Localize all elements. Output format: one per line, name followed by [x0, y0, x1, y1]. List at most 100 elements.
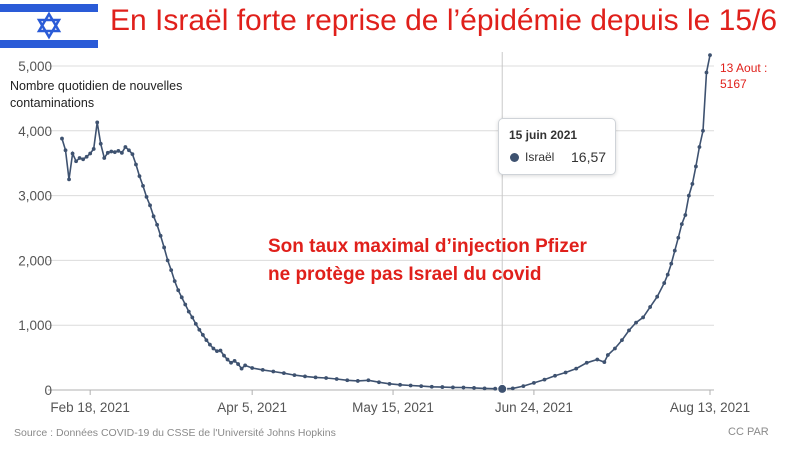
data-point	[169, 268, 174, 273]
y-tick-label: 5,000	[18, 59, 52, 74]
data-point	[704, 70, 709, 75]
data-point	[563, 370, 568, 375]
data-point	[190, 315, 195, 320]
data-point	[144, 194, 149, 199]
data-point	[472, 386, 476, 390]
data-point	[676, 235, 681, 240]
data-point	[123, 145, 128, 149]
data-point	[493, 386, 498, 391]
y-tick-label: 4,000	[18, 124, 52, 139]
data-point	[366, 378, 371, 383]
highlight-point	[497, 383, 508, 394]
grid-lines	[48, 65, 714, 391]
data-point	[648, 305, 653, 309]
data-point	[419, 384, 424, 389]
overlay-line-2: ne protège pas Israel du covid	[268, 264, 542, 285]
data-point	[229, 360, 233, 365]
data-point	[105, 150, 110, 155]
data-point	[482, 386, 487, 391]
data-point	[602, 360, 607, 365]
data-point	[204, 338, 209, 343]
data-point	[119, 150, 124, 155]
page-title: En Israël forte reprise de l’épidémie de…	[110, 4, 778, 37]
tooltip-value: 16,57	[571, 149, 607, 165]
data-point	[334, 377, 339, 381]
y-tick-label: 1,000	[18, 318, 52, 333]
data-point	[672, 248, 677, 253]
data-point	[387, 381, 392, 386]
data-point	[701, 128, 705, 133]
data-point	[345, 378, 350, 383]
data-point	[451, 385, 455, 390]
series-marker-icon	[510, 153, 519, 162]
data-point	[613, 346, 617, 351]
x-tick-label: Aug 13, 2021	[670, 400, 750, 415]
data-point	[303, 374, 307, 379]
chart-subtitle: Nombre quotidien de nouvelles contaminat…	[10, 79, 183, 110]
data-point	[521, 384, 526, 389]
y-tick-label: 3,000	[18, 189, 52, 204]
data-point	[179, 295, 184, 300]
y-axis-ticks: 0 1,000 2,000 3,000 4,000 5,000	[18, 59, 52, 398]
data-point	[408, 383, 413, 388]
data-point	[669, 261, 674, 266]
data-point	[697, 145, 702, 149]
x-tick-label: Apr 5, 2021	[217, 400, 287, 415]
data-point	[377, 380, 381, 385]
data-point	[634, 320, 638, 325]
data-point	[148, 203, 152, 208]
data-point	[225, 357, 230, 362]
end-annotation: 13 Aout : 5167	[720, 60, 767, 92]
data-point	[250, 366, 255, 370]
data-point	[70, 151, 75, 156]
data-point	[679, 222, 684, 227]
data-point	[67, 177, 71, 182]
x-axis-ticks: Feb 18, 2021 Apr 5, 2021 May 15, 2021 Jun 2…	[50, 390, 750, 415]
data-point	[165, 258, 170, 263]
data-point	[243, 363, 248, 368]
data-point	[77, 156, 82, 160]
israel-flag-icon	[0, 0, 98, 52]
data-point	[200, 333, 205, 337]
data-point	[271, 369, 276, 374]
data-point	[197, 327, 202, 332]
data-point	[218, 348, 223, 353]
data-point	[686, 193, 691, 198]
data-point	[239, 366, 244, 371]
data-point	[176, 288, 181, 293]
data-point	[95, 120, 100, 125]
data-point	[137, 174, 142, 179]
data-point	[355, 379, 360, 383]
data-point	[532, 380, 536, 385]
data-point	[134, 162, 138, 167]
data-point	[398, 382, 402, 387]
data-point	[74, 159, 78, 164]
data-point	[655, 294, 660, 299]
data-point	[292, 373, 297, 377]
data-point	[141, 183, 145, 188]
end-annotation-date: 13 Aout :	[720, 61, 768, 75]
data-point	[694, 164, 698, 169]
data-point	[627, 328, 631, 333]
data-point	[183, 302, 188, 307]
data-point	[260, 368, 265, 372]
data-point	[155, 222, 159, 227]
y-tick-label: 2,000	[18, 253, 52, 268]
data-point	[584, 360, 589, 365]
data-point	[158, 233, 163, 238]
x-tick-label: Feb 18, 2021	[50, 400, 130, 415]
data-point	[88, 151, 93, 156]
data-point	[102, 156, 107, 160]
end-annotation-value: 5167	[720, 77, 747, 91]
data-point	[63, 148, 68, 153]
data-point	[510, 386, 515, 391]
data-point	[595, 357, 600, 362]
data-point	[84, 154, 89, 159]
data-point	[130, 152, 135, 157]
data-point	[708, 53, 712, 58]
data-point	[641, 315, 645, 320]
data-point	[542, 377, 547, 382]
data-point	[112, 150, 117, 155]
data-point	[211, 346, 216, 351]
